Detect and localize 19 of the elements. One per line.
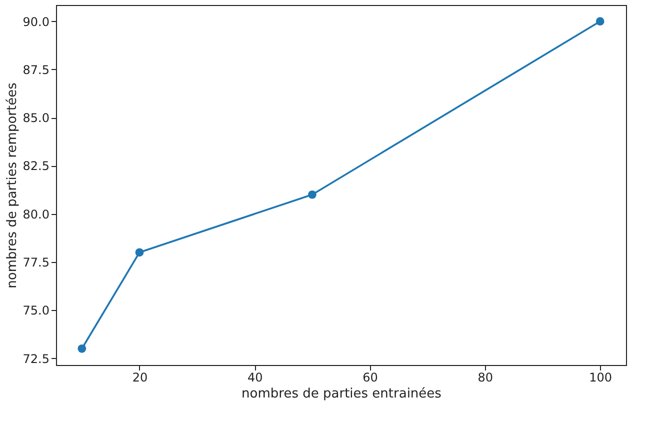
y-tick-label: 87.5 [22,62,50,77]
y-tick-label: 85.0 [22,111,50,126]
y-tick-label: 77.5 [22,256,50,270]
point [596,17,604,26]
y-tick-label: 72.5 [22,352,50,366]
y-tick-label: 75.0 [22,304,50,318]
x-tick-label: 40 [247,370,263,384]
y-tick-label: 90.0 [22,14,50,29]
x-axis-title: nombres de parties entrainées [242,386,442,402]
y-tick-label: 82.5 [22,159,50,174]
x-tick-label: 80 [478,370,494,384]
point [78,344,86,353]
y-axis-title: nombres de parties remportées [4,82,20,288]
x-tick-label: 100 [589,370,612,384]
point [135,248,144,257]
x-tick-label: 60 [362,370,378,384]
y-tick-label: 80.0 [22,207,50,222]
point [308,190,316,199]
x-tick-label: 20 [132,370,148,384]
